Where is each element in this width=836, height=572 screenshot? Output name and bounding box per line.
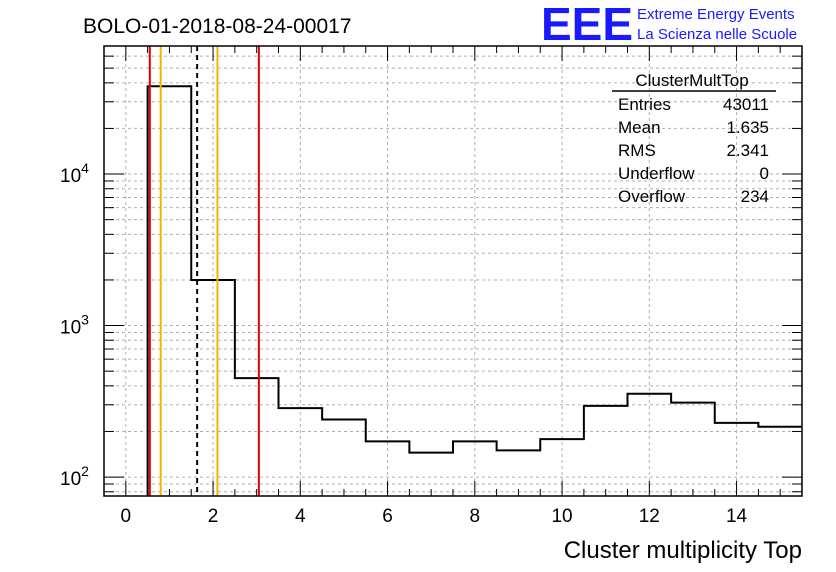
eee-logo-line1: Extreme Energy Events [637, 6, 795, 23]
stats-value-mean: 1.635 [726, 118, 769, 137]
x-tick-label: 2 [208, 506, 219, 527]
stats-label-underflow: Underflow [618, 164, 695, 183]
stats-value-underflow: 0 [760, 164, 769, 183]
stats-value-rms: 2.341 [726, 141, 769, 160]
eee-logo-line2: La Scienza nelle Scuole [637, 26, 797, 43]
x-tick-label: 0 [121, 506, 132, 527]
stats-value-entries: 43011 [723, 95, 769, 114]
eee-logo-mark: EEE [541, 0, 633, 50]
eee-logo: EEE Extreme Energy Events La Scienza nel… [541, 0, 797, 50]
y-tick-label: 102 [60, 463, 89, 490]
chart-title: BOLO-01-2018-08-24-00017 [83, 15, 352, 38]
stats-label-overflow: Overflow [618, 187, 686, 206]
histogram-bin [758, 427, 802, 496]
grid [104, 45, 802, 496]
histogram-outline [146, 85, 802, 496]
y-tick-label: 104 [60, 160, 89, 187]
histogram-bin [148, 86, 192, 496]
x-axis-label: Cluster multiplicity Top [564, 537, 802, 564]
stats-label-rms: RMS [618, 141, 656, 160]
histogram-bin [584, 406, 628, 496]
x-tick-label: 4 [295, 506, 306, 527]
x-tick-label: 10 [551, 506, 572, 527]
histogram-bars [146, 85, 802, 496]
x-tick-label: 6 [382, 506, 393, 527]
histogram-bin [671, 403, 715, 496]
x-tick-label: 14 [726, 506, 748, 527]
histogram-bin [322, 419, 366, 496]
x-tick-label: 12 [639, 506, 660, 527]
y-tick-label: 103 [60, 312, 89, 339]
stats-box-title: ClusterMultTop [635, 71, 748, 90]
marker-lines [148, 46, 260, 496]
axes: 0 2 4 6 8 10 12 14 102 103 104 [60, 45, 803, 527]
stats-value-overflow: 234 [741, 187, 769, 206]
stats-label-entries: Entries [618, 95, 671, 114]
x-tick-label: 8 [470, 506, 481, 527]
stats-label-mean: Mean [618, 118, 661, 137]
histogram-bin [235, 378, 279, 496]
histogram-bin [628, 394, 672, 496]
stats-box: ClusterMultTop Entries 43011 Mean 1.635 … [612, 71, 776, 206]
